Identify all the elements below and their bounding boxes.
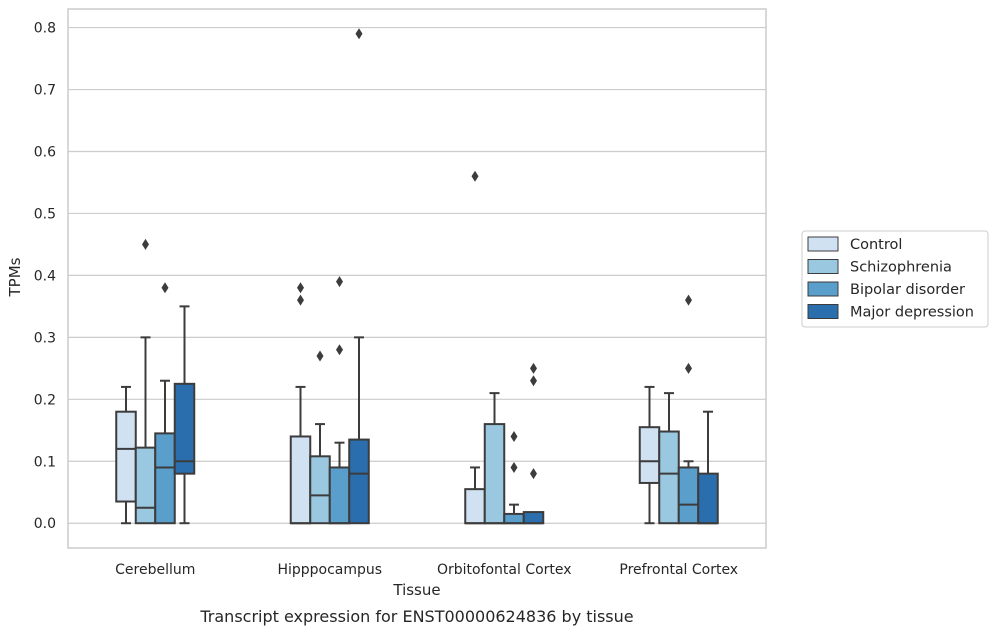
legend-swatch <box>807 236 839 252</box>
box-body <box>638 426 661 484</box>
box-body <box>134 446 157 525</box>
y-tick-label: 0.8 <box>34 21 56 37</box>
x-tick-label: Cerebellum <box>115 562 195 578</box>
box-major-depression <box>173 305 196 525</box>
legend-label: Control <box>850 237 902 253</box>
outlier-point <box>685 294 692 306</box>
legend: Control Schizophrenia Bipolar disorder Majo… <box>801 230 989 328</box>
box-major-depression <box>697 410 719 525</box>
box-body <box>173 382 196 475</box>
y-tick-label: 0.1 <box>34 454 56 470</box>
box-schizophrenia <box>658 392 680 525</box>
box-body <box>309 455 331 525</box>
box-body <box>522 511 545 525</box>
box-schizophrenia <box>309 350 331 525</box>
legend-swatch <box>807 259 839 274</box>
outlier-point <box>142 238 149 250</box>
box-body <box>289 435 312 525</box>
y-tick-label: 0.2 <box>34 392 56 408</box>
box-bipolar-disorder <box>677 294 700 525</box>
outlier-point <box>336 344 343 356</box>
box-control <box>638 385 661 525</box>
box-major-depression <box>522 362 545 525</box>
legend-label: Bipolar disorder <box>850 282 965 298</box>
box-body <box>697 472 719 525</box>
box-body <box>348 438 370 525</box>
legend-swatch <box>807 281 839 297</box>
y-tick-label: 0.0 <box>34 516 56 532</box>
box-body <box>658 430 680 525</box>
plot-frame <box>67 8 767 549</box>
y-tick-labels: 0.0 0.1 0.2 0.3 0.4 0.5 0.6 0.7 0.8 <box>34 21 56 533</box>
outlier-point <box>355 28 363 40</box>
legend-swatch <box>807 304 839 319</box>
y-tick-label: 0.3 <box>34 330 56 346</box>
outlier-point <box>471 170 479 182</box>
y-tick-label: 0.5 <box>34 206 56 222</box>
legend-label: Major depression <box>850 305 974 321</box>
legend-label: Schizophrenia <box>850 260 952 276</box>
outlier-point <box>510 461 518 473</box>
outlier-point <box>530 468 537 480</box>
box-body <box>115 410 137 503</box>
box-control <box>464 170 486 525</box>
box-schizophrenia <box>483 392 506 525</box>
box-bipolar-disorder <box>503 430 525 525</box>
outlier-point <box>297 282 304 294</box>
x-axis-label: Tissue <box>392 581 440 599</box>
box-body <box>483 423 506 525</box>
box-body <box>464 488 486 525</box>
box-schizophrenia <box>134 238 157 525</box>
boxes <box>115 28 719 525</box>
box-bipolar-disorder <box>328 276 351 525</box>
outlier-point <box>316 350 324 362</box>
outlier-point <box>530 375 537 387</box>
outlier-point <box>685 362 692 374</box>
x-tick-label: Hipppocampus <box>277 562 382 578</box>
box-body <box>677 466 700 525</box>
y-tick-label: 0.4 <box>34 268 56 284</box>
box-control <box>289 282 312 525</box>
box-bipolar-disorder <box>154 282 176 525</box>
outlier-point <box>336 276 343 288</box>
outlier-point <box>161 282 169 294</box>
outlier-point <box>297 294 304 306</box>
box-control <box>115 385 137 525</box>
y-axis-label: TPMs <box>6 257 24 297</box>
box-body <box>503 512 525 525</box>
outlier-point <box>530 362 537 374</box>
box-body <box>328 466 351 525</box>
x-tick-labels: Cerebellum Hipppocampus Orbitofontal Corte… <box>115 562 738 578</box>
x-tick-label: Prefrontal Cortex <box>619 562 738 578</box>
y-tick-label: 0.6 <box>34 144 56 160</box>
x-tick-label: Orbitofontal Cortex <box>437 562 572 578</box>
legend-frame <box>801 230 989 328</box>
box-major-depression <box>348 28 370 525</box>
y-tick-label: 0.7 <box>34 83 56 99</box>
outlier-point <box>510 430 518 442</box>
box-body <box>154 432 176 525</box>
figure-caption: Transcript expression for ENST0000062483… <box>199 607 633 626</box>
